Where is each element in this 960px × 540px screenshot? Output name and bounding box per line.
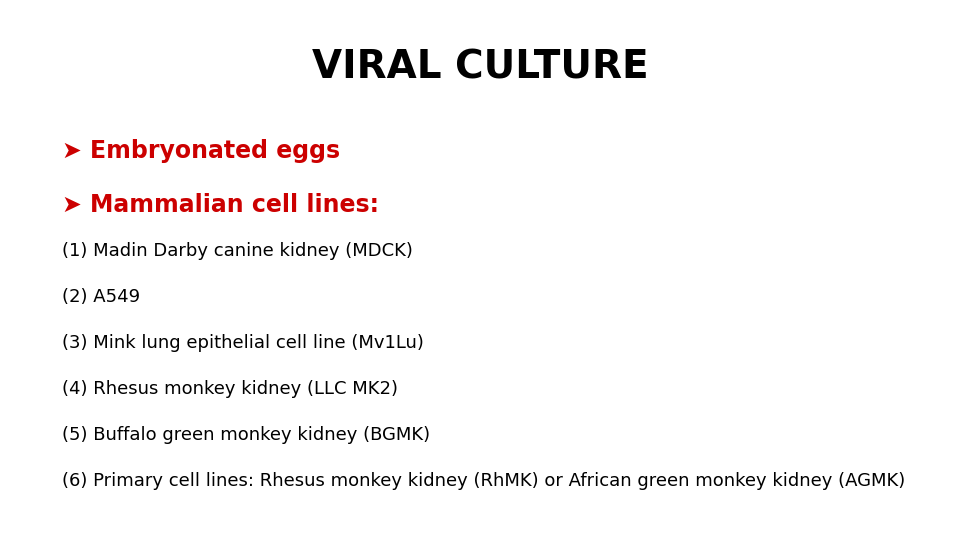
Text: (1) Madin Darby canine kidney (MDCK): (1) Madin Darby canine kidney (MDCK) <box>62 242 413 260</box>
Text: ➤ Mammalian cell lines:: ➤ Mammalian cell lines: <box>62 193 379 217</box>
Text: (2) A549: (2) A549 <box>62 288 140 306</box>
Text: ➤ Embryonated eggs: ➤ Embryonated eggs <box>62 139 341 163</box>
Text: (3) Mink lung epithelial cell line (Mv1Lu): (3) Mink lung epithelial cell line (Mv1L… <box>62 334 424 352</box>
Text: (5) Buffalo green monkey kidney (BGMK): (5) Buffalo green monkey kidney (BGMK) <box>62 426 430 444</box>
Text: (4) Rhesus monkey kidney (LLC MK2): (4) Rhesus monkey kidney (LLC MK2) <box>62 380 398 398</box>
Text: VIRAL CULTURE: VIRAL CULTURE <box>312 49 648 86</box>
Text: (6) Primary cell lines: Rhesus monkey kidney (RhMK) or African green monkey kidn: (6) Primary cell lines: Rhesus monkey ki… <box>62 471 905 490</box>
